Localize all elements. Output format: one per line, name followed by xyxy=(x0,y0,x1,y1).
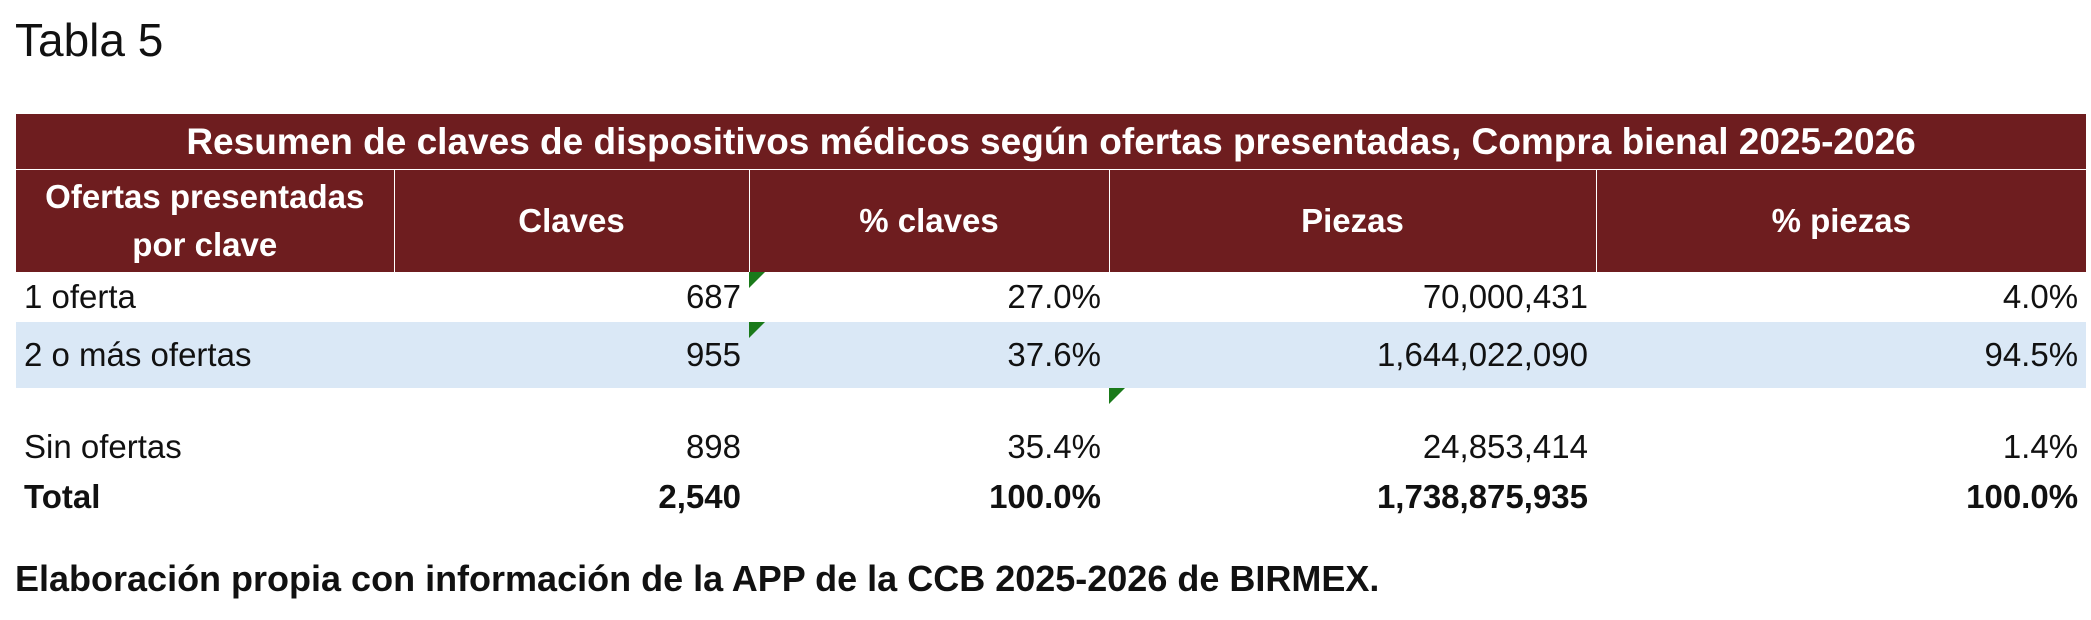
table-row: Sin ofertas 898 35.4% 24,853,414 1.4% xyxy=(16,388,2086,472)
cell-pct-claves: 35.4% xyxy=(1007,428,1101,465)
cell-pct-piezas: 1.4% xyxy=(2002,428,2079,465)
total-piezas: 1,738,875,935 xyxy=(1376,478,1588,515)
summary-table-container: Resumen de claves de dispositivos médico… xyxy=(16,114,2087,522)
cell-pct-claves: 27.0% xyxy=(749,272,1109,322)
header-pct-piezas: % piezas xyxy=(1595,169,2087,272)
cell-piezas: 1,644,022,090 xyxy=(1109,322,1596,388)
row-label: 2 o más ofertas xyxy=(16,322,394,388)
cell-pct-claves-value: 37.6% xyxy=(1007,336,1101,373)
source-note: Elaboración propia con información de la… xyxy=(15,558,1380,599)
cell-pct-piezas: 94.5% xyxy=(1596,322,2087,388)
cell-claves: 955 xyxy=(394,322,749,388)
cell-pct-claves-value: 27.0% xyxy=(1007,278,1101,315)
header-pct-claves: % claves xyxy=(748,169,1109,272)
total-row: Total 2,540 100.0% 1,738,875,935 100.0% xyxy=(16,472,2086,522)
cell-claves: 687 xyxy=(685,278,741,315)
row-label: 1 oferta xyxy=(24,278,136,315)
table-title-row: Resumen de claves de dispositivos médico… xyxy=(16,114,2087,170)
header-claves: Claves xyxy=(393,169,749,272)
table-header-row: Ofertas presentadas por clave Claves % c… xyxy=(16,169,2087,272)
table-row: 1 oferta 687 27.0% 70,000,431 4.0% xyxy=(16,272,2086,322)
comment-marker-icon[interactable] xyxy=(1109,388,1125,404)
table-caption: Tabla 5 xyxy=(15,14,164,66)
cell-pct-piezas: 4.0% xyxy=(2002,278,2079,315)
cell-piezas-value: 24,853,414 xyxy=(1422,428,1588,465)
summary-table: Resumen de claves de dispositivos médico… xyxy=(16,114,2087,522)
total-claves: 2,540 xyxy=(658,478,741,515)
cell-pct-claves: 37.6% xyxy=(749,322,1109,388)
comment-marker-icon[interactable] xyxy=(749,322,765,338)
cell-piezas: 24,853,414 xyxy=(1109,388,1596,472)
total-pct-claves: 100.0% xyxy=(989,478,1101,515)
header-piezas: Piezas xyxy=(1108,169,1596,272)
cell-claves: 898 xyxy=(685,428,741,465)
table-title: Resumen de claves de dispositivos médico… xyxy=(16,114,2087,170)
header-ofertas: Ofertas presentadas por clave xyxy=(16,169,394,272)
total-label: Total xyxy=(24,478,101,515)
total-pct-piezas: 100.0% xyxy=(1966,478,2079,515)
cell-piezas: 70,000,431 xyxy=(1422,278,1588,315)
table-row: 2 o más ofertas 955 37.6% 1,644,022,090 … xyxy=(16,322,2087,388)
row-label: Sin ofertas xyxy=(24,428,182,465)
comment-marker-icon[interactable] xyxy=(749,272,765,288)
